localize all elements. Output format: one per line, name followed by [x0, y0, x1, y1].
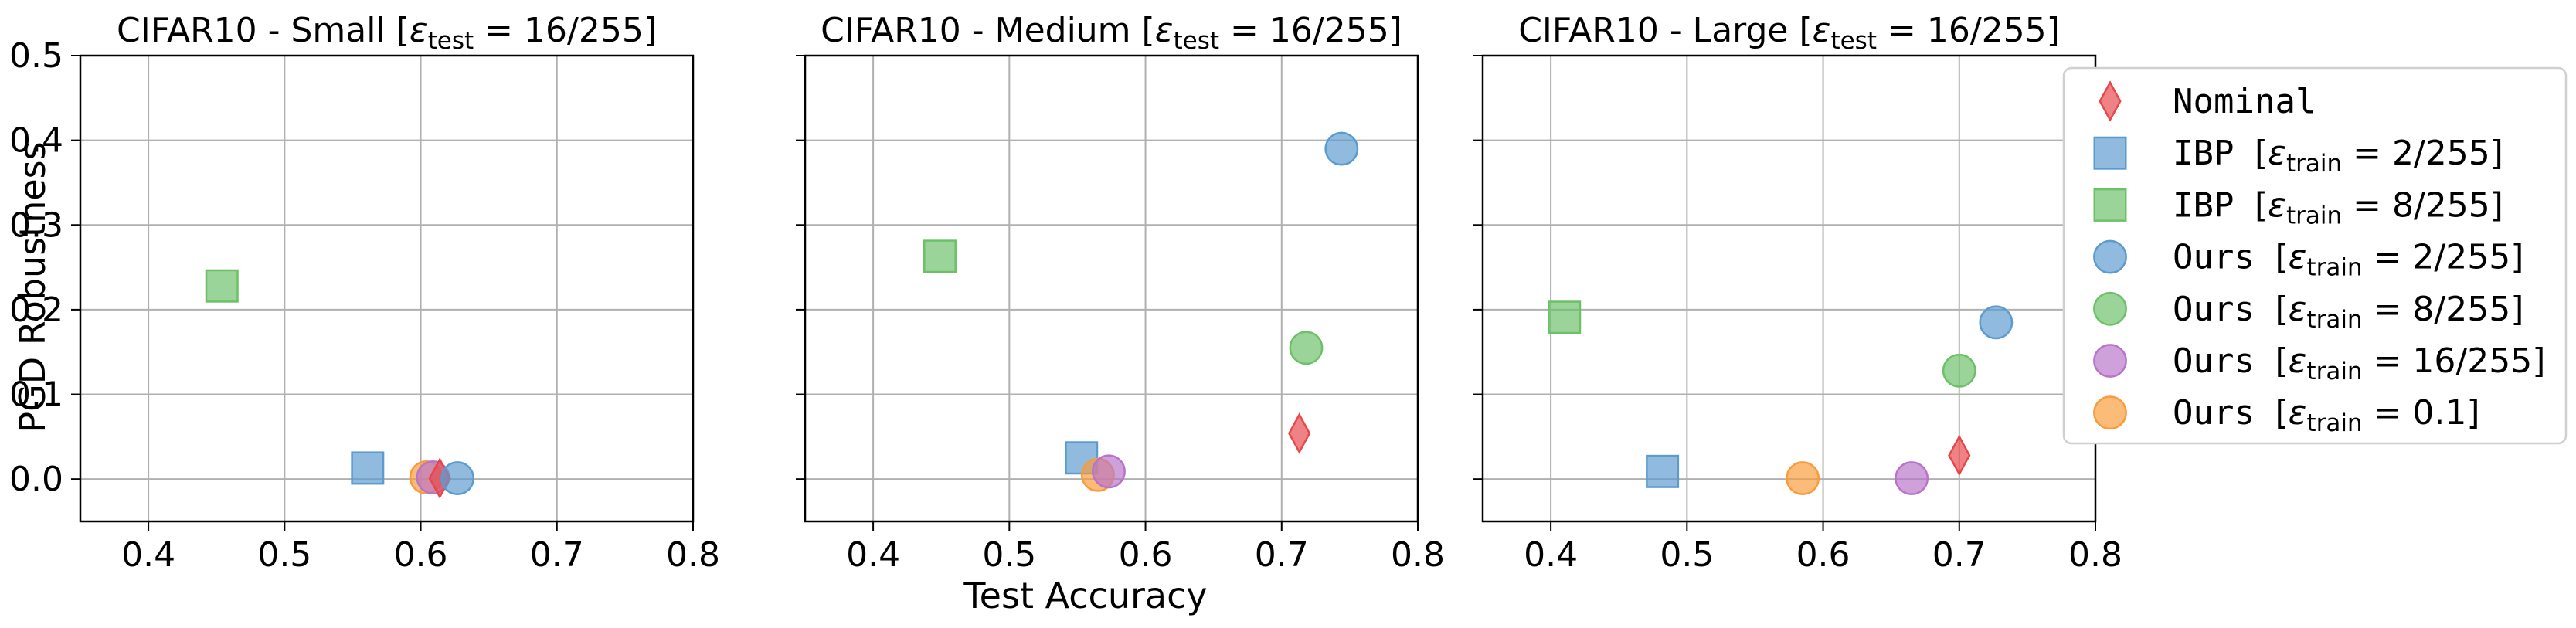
legend-label-ours8: Ours [εtrain = 8/255] — [2173, 290, 2523, 334]
x-tick-label: 0.6 — [1119, 535, 1173, 575]
x-tick-label: 0.4 — [846, 535, 900, 575]
x-tick-label: 0.7 — [1255, 535, 1309, 575]
point-ibp2 — [351, 451, 385, 485]
point-nominal — [1288, 412, 1311, 454]
x-tick-label: 0.6 — [394, 535, 448, 575]
point-ours8 — [1942, 353, 1976, 388]
point-ours16 — [1895, 461, 1929, 496]
panels: 0.4 0.5 0.6 0.7 0.8 0.0 0.1 0.2 0.3 0.4 0.5 CIFAR10… — [9, 11, 2122, 575]
figure-xlabel: Test Accuracy — [963, 575, 1207, 616]
legend-marker-ours16 — [2093, 344, 2127, 378]
x-tick-label: 0.5 — [1660, 535, 1714, 575]
point-ours01 — [1786, 461, 1820, 496]
legend-marker-ibp2 — [2093, 136, 2127, 170]
panel-1: 0.4 0.5 0.6 0.7 0.8 0.0 0.1 0.2 0.3 0.4 0.5 CIFAR10… — [9, 11, 720, 575]
legend-label-nominal: Nominal — [2173, 82, 2316, 121]
plot-frame — [79, 54, 695, 523]
panel-3: 0.4 0.5 0.6 0.7 0.8 CIFAR10 - Large [εtest = … — [1473, 11, 2122, 575]
point-ours2 — [1979, 305, 2014, 340]
panel-title: CIFAR10 - Large [εtest = 16/255] — [1518, 11, 2060, 55]
point-ours2 — [440, 461, 475, 496]
point-ibp8 — [923, 239, 957, 273]
panel-title: CIFAR10 - Small [εtest = 16/255] — [117, 11, 657, 55]
figure-ylabel: PGD Robustness — [12, 141, 53, 433]
legend-marker-ours8 — [2093, 291, 2127, 326]
legend-label-ours16: Ours [εtrain = 16/255] — [2173, 341, 2545, 385]
y-tick-label: 0.3 — [9, 205, 63, 245]
legend-marker-ibp8 — [2093, 188, 2127, 222]
point-ours16 — [1092, 454, 1126, 489]
x-tick-label: 0.8 — [1391, 535, 1445, 575]
legend-marker-ours01 — [2093, 395, 2127, 430]
x-tick-label: 0.7 — [1932, 535, 1986, 575]
x-tick-label: 0.8 — [2068, 535, 2122, 575]
panel-2: 0.4 0.5 0.6 0.7 0.8 CIFAR10 - Medium [εtest =… — [796, 11, 1445, 575]
plot-frame — [1481, 54, 2097, 523]
panel-title: CIFAR10 - Medium [εtest = 16/255] — [821, 11, 1402, 55]
legend: Nominal IBP [εtrain = 2/255] IBP [εtrain =… — [2062, 66, 2568, 445]
y-tick-label: 0.4 — [9, 121, 63, 161]
y-tick-label: 0.1 — [9, 375, 63, 415]
y-tick-label: 0.5 — [9, 36, 63, 76]
legend-label-ours2: Ours [εtrain = 2/255] — [2173, 238, 2523, 282]
x-tick-label: 0.5 — [257, 535, 311, 575]
point-ibp8 — [1548, 300, 1582, 334]
point-ours8 — [1289, 331, 1324, 365]
x-tick-label: 0.4 — [1524, 535, 1578, 575]
x-tick-label: 0.8 — [666, 535, 720, 575]
legend-marker-ours2 — [2093, 239, 2127, 274]
x-tick-label: 0.5 — [982, 535, 1036, 575]
plot-frame — [804, 54, 1419, 523]
x-tick-label: 0.4 — [121, 535, 175, 575]
point-ours2 — [1324, 131, 1359, 166]
x-tick-label: 0.7 — [530, 535, 584, 575]
y-tick-label: 0.2 — [9, 290, 63, 330]
x-tick-label: 0.6 — [1796, 535, 1850, 575]
y-tick-label: 0.0 — [9, 460, 63, 499]
point-ibp8 — [205, 269, 239, 303]
legend-label-ours01: Ours [εtrain = 0.1] — [2173, 393, 2480, 437]
point-ibp2 — [1646, 454, 1680, 488]
legend-marker-nominal — [2099, 80, 2122, 122]
legend-box — [2062, 66, 2568, 445]
legend-label-ibp8: IBP [εtrain = 8/255] — [2173, 185, 2503, 229]
legend-label-ibp2: IBP [εtrain = 2/255] — [2173, 134, 2503, 178]
point-nominal — [1948, 434, 1971, 477]
